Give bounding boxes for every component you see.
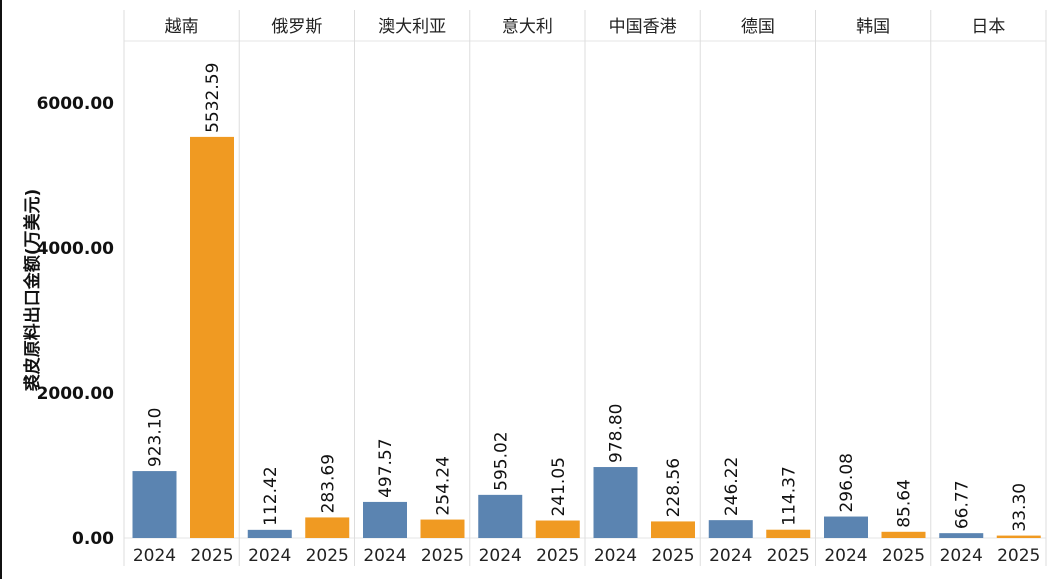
y-tick-label: 0.00 [72, 529, 114, 549]
bar-2025 [996, 535, 1041, 538]
data-label: 33.30 [1010, 483, 1030, 532]
x-tick-label-2024: 2024 [363, 546, 406, 566]
data-label: 978.80 [607, 404, 627, 463]
bar-2024 [708, 520, 753, 538]
data-label: 254.24 [434, 456, 454, 515]
data-label: 228.56 [664, 458, 684, 517]
category-label: 韩国 [856, 17, 890, 37]
x-tick-label-2024: 2024 [824, 546, 867, 566]
category-label: 俄罗斯 [271, 17, 322, 37]
x-tick-label-2024: 2024 [248, 546, 291, 566]
x-tick-label-2024: 2024 [133, 546, 176, 566]
data-label: 5532.59 [203, 63, 223, 133]
x-tick-label-2024: 2024 [479, 546, 522, 566]
y-tick-label: 6000.00 [37, 94, 115, 114]
x-tick-label-2024: 2024 [709, 546, 752, 566]
x-tick-label-2024: 2024 [940, 546, 983, 566]
x-tick-label-2025: 2025 [421, 546, 464, 566]
bar-2024 [247, 529, 292, 538]
x-tick-label-2024: 2024 [594, 546, 637, 566]
data-label: 114.37 [779, 466, 799, 525]
x-tick-label-2025: 2025 [536, 546, 579, 566]
bar-2025 [305, 517, 350, 538]
bar-2025 [766, 529, 811, 538]
bar-2025 [190, 136, 234, 539]
data-label: 66.77 [952, 480, 972, 529]
bar-2024 [478, 494, 523, 538]
bar-2024 [132, 471, 177, 538]
category-label: 日本 [971, 17, 1005, 37]
data-label: 283.69 [318, 454, 338, 513]
x-tick-label-2025: 2025 [882, 546, 925, 566]
labels: 越南 923.10 2024 5532.59 2025 俄罗斯 112.42 2024 283.… [133, 17, 1041, 566]
bars [132, 136, 1041, 539]
y-axis-label: 裘皮原料出口金额(万美元) [22, 189, 43, 393]
x-tick-label-2025: 2025 [767, 546, 810, 566]
data-label: 85.64 [895, 479, 915, 528]
data-label: 112.42 [261, 466, 281, 525]
y-tick-label: 2000.00 [37, 384, 115, 404]
bar-2025 [881, 531, 926, 538]
category-panels [123, 10, 1047, 566]
x-tick-label-2025: 2025 [997, 546, 1040, 566]
y-axis: 0.00 2000.00 4000.00 6000.00 裘皮原料出口金额(万美元) [22, 94, 114, 549]
x-tick-label-2025: 2025 [306, 546, 349, 566]
data-label: 595.02 [491, 431, 511, 490]
category-label: 中国香港 [609, 17, 677, 37]
bar-2024 [593, 467, 638, 538]
category-label: 澳大利亚 [378, 17, 446, 37]
window-left-border [0, 0, 2, 579]
data-label: 241.05 [549, 457, 569, 516]
bar-2024 [363, 501, 407, 538]
data-label: 246.22 [722, 457, 742, 516]
y-tick-label: 4000.00 [37, 239, 115, 259]
bar-2024 [939, 533, 984, 538]
data-label: 497.57 [376, 438, 396, 497]
bar-2025 [651, 521, 695, 538]
category-label: 意大利 [502, 17, 553, 37]
data-label: 296.08 [837, 453, 857, 512]
bar-2024 [824, 516, 868, 538]
x-tick-label-2025: 2025 [651, 546, 694, 566]
bar-2025 [420, 519, 465, 538]
category-label: 越南 [165, 17, 199, 37]
category-label: 德国 [741, 17, 775, 37]
bar-2025 [535, 520, 580, 538]
x-tick-label-2025: 2025 [190, 546, 233, 566]
data-label: 923.10 [146, 408, 166, 467]
